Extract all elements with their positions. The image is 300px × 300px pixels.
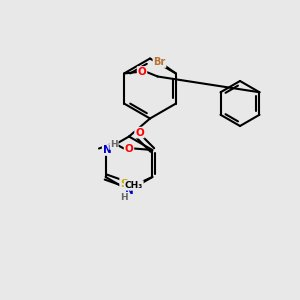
Text: H: H	[120, 193, 128, 202]
Text: O: O	[124, 143, 134, 154]
Text: CH₃: CH₃	[125, 181, 143, 190]
Text: S: S	[120, 178, 128, 189]
Text: O: O	[138, 67, 146, 77]
Text: N: N	[103, 145, 112, 155]
Text: N: N	[124, 185, 134, 196]
Text: H: H	[110, 140, 118, 149]
Text: Br: Br	[153, 57, 166, 67]
Text: O: O	[135, 128, 144, 138]
